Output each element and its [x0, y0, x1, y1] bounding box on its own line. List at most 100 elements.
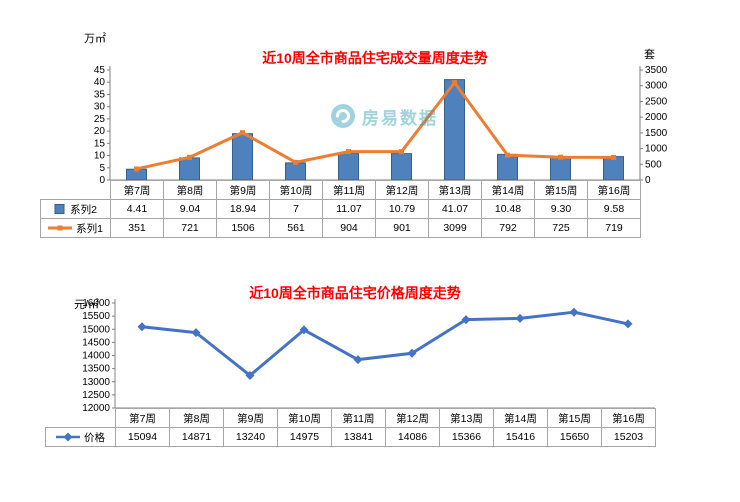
table-value-cell: 13841	[331, 427, 386, 447]
axis-tick-label: 30	[94, 102, 106, 113]
category-label: 第13周	[428, 180, 482, 200]
volume-line-point	[558, 154, 563, 160]
legend-label: 系列1	[76, 222, 103, 235]
volume-bar	[338, 152, 359, 181]
category-label: 第14周	[481, 180, 535, 200]
category-label: 第7周	[115, 408, 170, 428]
legend-label: 系列2	[70, 203, 97, 216]
table-value-cell: 13240	[223, 427, 278, 447]
price-point-marker	[623, 319, 633, 329]
volume-right-axis-unit: 套	[644, 49, 655, 61]
category-label: 第12周	[375, 180, 429, 200]
volume-bar	[550, 156, 571, 181]
axis-tick-label: 14500	[82, 337, 110, 348]
table-value-cell: 561	[269, 218, 323, 238]
legend-line-diamond-icon	[56, 432, 80, 442]
volume-bar	[603, 156, 624, 181]
table-value-cell: 1506	[216, 218, 270, 238]
table-value-cell: 15203	[601, 427, 656, 447]
legend-label: 价格	[84, 431, 105, 444]
table-value-cell: 904	[322, 218, 376, 238]
axis-tick-label: 15000	[82, 324, 110, 335]
volume-line-point	[452, 80, 457, 86]
price-axis-unit: 元/㎡	[74, 299, 100, 311]
volume-line-point	[293, 159, 298, 165]
category-label: 第13周	[439, 408, 494, 428]
axis-tick-label: 3000	[645, 81, 668, 92]
table-value-cell: 10.48	[481, 199, 535, 219]
table-value-cell: 18.94	[216, 199, 270, 219]
axis-tick-label: 500	[645, 159, 662, 170]
price-point-marker	[191, 328, 201, 338]
category-label: 第9周	[223, 408, 278, 428]
volume-left-axis-unit: 万㎡	[84, 33, 106, 45]
price-point-marker	[407, 348, 417, 358]
axis-tick-label: 35	[94, 89, 106, 100]
table-value-cell: 14975	[277, 427, 332, 447]
price-data-table: 第7周 第8周 第9周 第10周 第11周 第12周 第13周 第14周 第15周 第16周 价格 1…	[45, 408, 656, 447]
volume-chart-title: 近10周全市商品住宅成交量周度走势	[262, 50, 488, 66]
volume-data-table: 第7周 第8周 第9周 第10周 第11周 第12周 第13周 第14周 第15周 第16周系列2…	[40, 180, 641, 238]
volume-bar	[497, 153, 518, 181]
table-value-cell: 14086	[385, 427, 440, 447]
category-label: 第16周	[601, 408, 656, 428]
volume-line-point	[611, 154, 616, 160]
volume-bar	[179, 157, 200, 181]
axis-tick-label: 12000	[82, 403, 110, 414]
volume-line-point	[346, 149, 351, 155]
table-value-cell: 9.58	[587, 199, 641, 219]
category-label: 第11周	[331, 408, 386, 428]
category-label: 第12周	[385, 408, 440, 428]
table-value-cell: 792	[481, 218, 535, 238]
table-value-cell: 901	[375, 218, 429, 238]
table-value-cell: 15094	[115, 427, 170, 447]
table-value-cell: 351	[110, 218, 164, 238]
axis-tick-label: 45	[94, 65, 106, 76]
table-value-cell: 9.04	[163, 199, 217, 219]
category-label: 第15周	[547, 408, 602, 428]
category-label: 第10周	[269, 180, 323, 200]
category-label: 第15周	[534, 180, 588, 200]
table-corner	[46, 409, 116, 428]
volume-line-point	[505, 152, 510, 158]
axis-tick-label: 15500	[82, 311, 110, 322]
table-value-cell: 15650	[547, 427, 602, 447]
axis-tick-label: 13500	[82, 364, 110, 375]
category-label: 第11周	[322, 180, 376, 200]
category-label: 第9周	[216, 180, 270, 200]
axis-tick-label: 14000	[82, 351, 110, 362]
axis-tick-label: 1500	[645, 128, 668, 139]
table-value-cell: 10.79	[375, 199, 429, 219]
legend-cell: 系列2	[40, 199, 111, 219]
axis-tick-label: 5	[99, 163, 105, 174]
price-point-marker	[299, 325, 309, 335]
price-chart-title: 近10周全市商品住宅价格周度走势	[249, 285, 461, 301]
category-label: 第16周	[587, 180, 641, 200]
volume-line-point	[187, 154, 192, 160]
table-value-cell: 15416	[493, 427, 548, 447]
axis-tick-label: 1000	[645, 144, 668, 155]
legend-cell: 价格	[45, 427, 116, 447]
axis-tick-label: 0	[645, 175, 651, 186]
volume-line-point	[240, 130, 245, 136]
category-label: 第10周	[277, 408, 332, 428]
axis-tick-label: 3500	[645, 65, 668, 76]
axis-tick-label: 2500	[645, 96, 668, 107]
legend-square-icon	[54, 204, 65, 214]
category-label: 第8周	[163, 180, 217, 200]
volume-bar	[391, 153, 412, 181]
axis-tick-label: 25	[94, 114, 106, 125]
table-value-cell: 4.41	[110, 199, 164, 219]
price-point-marker	[137, 322, 147, 332]
table-corner	[41, 181, 111, 200]
axis-tick-label: 0	[99, 175, 105, 186]
category-label: 第7周	[110, 180, 164, 200]
price-point-marker	[515, 313, 525, 323]
table-value-cell: 9.30	[534, 199, 588, 219]
table-value-cell: 725	[534, 218, 588, 238]
axis-tick-label: 40	[94, 77, 106, 88]
legend-cell: 系列1	[40, 218, 111, 238]
price-point-marker	[569, 307, 579, 317]
axis-tick-label: 20	[94, 126, 106, 137]
